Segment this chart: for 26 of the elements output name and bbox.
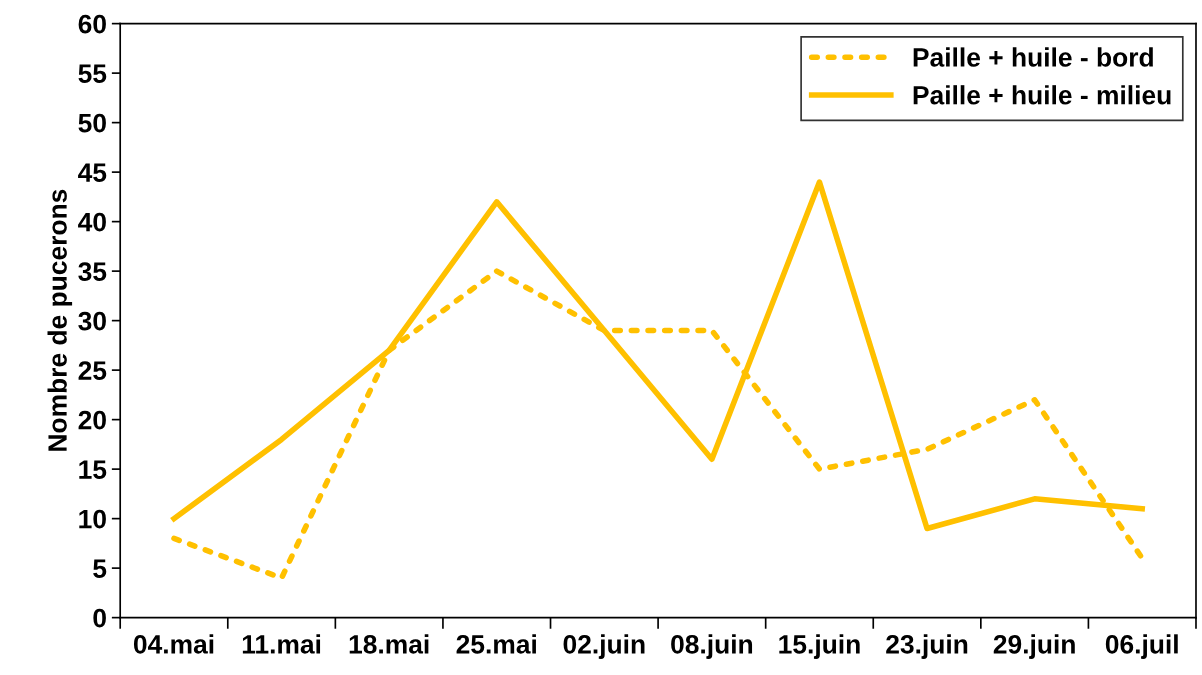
y-tick-label: 25	[78, 361, 107, 380]
x-tick-label: 11.mai	[242, 634, 321, 654]
legend-label: Paille + huile - milieu	[913, 85, 1171, 105]
y-tick-label: 60	[78, 14, 106, 34]
y-tick-label: 35	[78, 262, 107, 281]
y-tick-label: 20	[78, 410, 106, 430]
x-tick-label: 04.mai	[133, 634, 214, 654]
y-tick-label: 45	[78, 163, 107, 182]
x-tick-label: 15.juin	[779, 634, 860, 659]
legend-label: Paille + huile - bord	[913, 47, 1153, 67]
y-tick-label: 50	[78, 113, 106, 133]
y-tick-label: 5	[93, 559, 107, 578]
y-tick-label: 40	[78, 212, 106, 232]
y-tick-label: 0	[93, 608, 106, 628]
x-tick-label: 25.mai	[456, 634, 536, 654]
x-tick-label: 02.juin	[563, 634, 645, 659]
y-tick-label: 10	[79, 509, 106, 529]
x-tick-label: 08.juin	[671, 634, 753, 659]
x-tick-label: 29.juin	[993, 634, 1075, 659]
x-tick-label: 23.juin	[886, 634, 968, 659]
y-tick-label: 15	[79, 460, 107, 479]
y-tick-label: 30	[78, 311, 106, 331]
x-tick-label: 06.juil	[1105, 634, 1178, 659]
y-tick-label: 55	[78, 64, 107, 83]
y-axis-title: Nombre de pucerons	[47, 189, 73, 451]
x-tick-label: 18.mai	[349, 634, 429, 654]
